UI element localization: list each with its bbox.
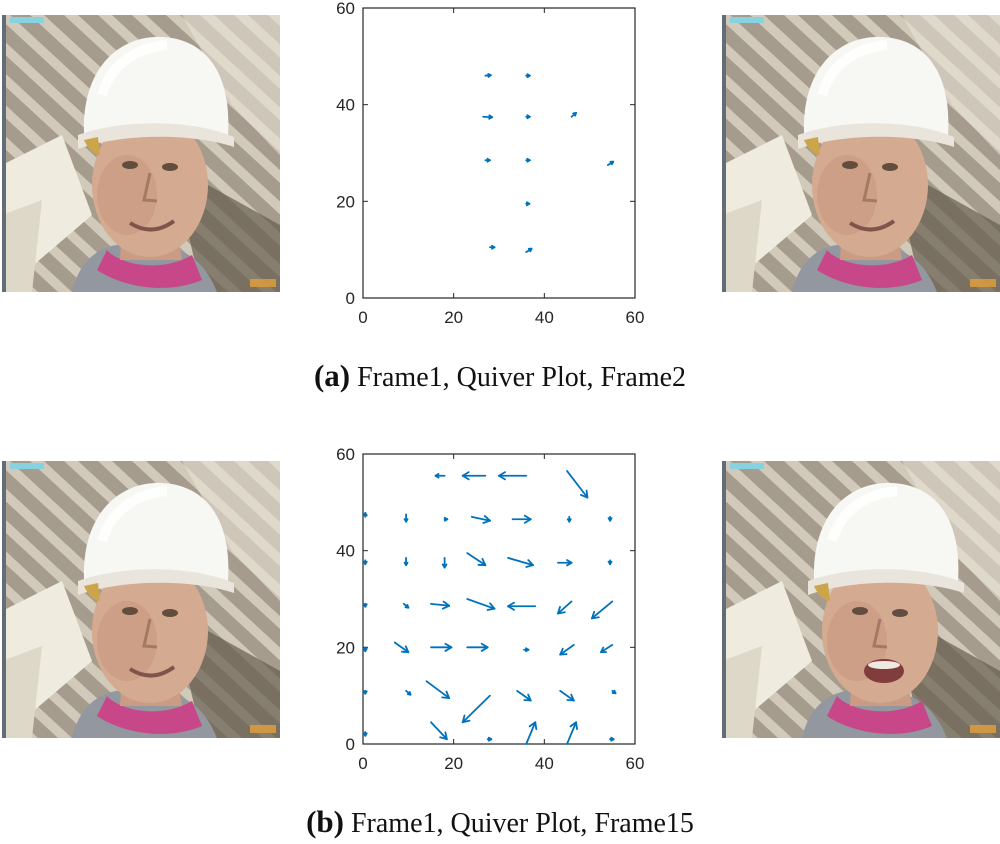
quiver-arrow	[606, 160, 615, 166]
quiver-arrow	[607, 515, 613, 522]
quiver-arrow	[525, 201, 531, 207]
y-tick-label: 0	[346, 289, 355, 308]
quiver-arrow	[525, 157, 531, 163]
quiver-arrow	[466, 642, 489, 652]
quiver-arrow	[425, 680, 451, 699]
x-tick-label: 0	[358, 308, 367, 327]
quiver-arrow	[470, 515, 491, 524]
caption-b: (b) Frame1, Quiver Plot, Frame15	[0, 804, 1000, 840]
y-tick-label: 20	[336, 638, 355, 657]
quiver-arrow	[511, 514, 532, 524]
quiver-arrow	[566, 721, 578, 745]
quiver-arrow	[362, 559, 368, 566]
quiver-arrow	[498, 471, 528, 481]
x-tick-label: 40	[535, 308, 554, 327]
quiver-arrow	[362, 731, 368, 737]
quiver-arrow	[607, 559, 613, 566]
quiver-arrow	[482, 114, 494, 120]
quiver-arrow	[557, 600, 573, 615]
frame15-image-b	[722, 461, 1000, 738]
x-tick-label: 20	[444, 754, 463, 773]
quiver-arrow	[430, 600, 451, 610]
quiver-arrow	[523, 647, 530, 653]
y-tick-label: 60	[336, 0, 355, 18]
quiver-plot-b: 0 20 40 60 0 20 40 60	[336, 446, 645, 773]
y-tick-label: 40	[336, 96, 355, 115]
quiver-arrow	[362, 602, 368, 608]
frame1-image-a	[2, 15, 280, 292]
quiver-arrow	[362, 512, 368, 518]
quiver-arrow	[430, 721, 448, 741]
quiver-arrow	[393, 641, 410, 654]
quiver-arrow	[403, 513, 409, 523]
quiver-arrow	[609, 736, 615, 742]
y-tick-label: 60	[336, 446, 355, 464]
quiver-arrow	[486, 736, 493, 742]
quiver-plot-a: 0 20 40 60 0 20 40 60	[336, 0, 645, 327]
quiver-arrow	[362, 689, 368, 695]
quiver-arrow	[557, 559, 573, 567]
quiver-arrow	[566, 470, 589, 499]
y-tick-label: 20	[336, 192, 355, 211]
quiver-arrow	[461, 694, 491, 724]
quiver-arrow	[507, 601, 537, 611]
quiver-arrow	[430, 642, 453, 652]
quiver-arrow	[441, 557, 448, 569]
caption-a-text: Frame1, Quiver Plot, Frame2	[357, 362, 687, 393]
quiver-arrow	[559, 689, 575, 702]
x-tick-label: 0	[358, 754, 367, 773]
quiver-arrow	[525, 721, 538, 745]
quiver-arrow	[570, 111, 577, 118]
quiver-arrow	[566, 515, 572, 523]
quiver-arrow	[611, 689, 617, 695]
plot-axes-box	[362, 7, 636, 299]
caption-a: (a) Frame1, Quiver Plot, Frame2	[0, 358, 1000, 394]
x-tick-label: 60	[626, 308, 645, 327]
quiver-arrow	[516, 689, 532, 702]
quiver-arrow	[466, 552, 487, 567]
frame1-image-b	[2, 461, 280, 738]
quiver-arrow	[403, 557, 409, 567]
quiver-arrow	[434, 473, 446, 479]
quiver-arrow	[443, 516, 449, 522]
quiver-arrow	[466, 598, 496, 611]
x-tick-label: 20	[444, 308, 463, 327]
caption-b-label: (b)	[306, 804, 344, 839]
quiver-arrow	[362, 646, 368, 653]
quiver-arrow	[591, 600, 614, 620]
quiver-arrow	[525, 247, 533, 253]
quiver-arrow	[484, 157, 491, 163]
x-tick-label: 60	[626, 754, 645, 773]
y-tick-label: 40	[336, 542, 355, 561]
quiver-arrow	[484, 73, 492, 78]
plot-axes-box	[362, 453, 636, 745]
quiver-arrow	[525, 114, 531, 120]
caption-a-label: (a)	[313, 358, 351, 393]
quiver-arrow	[559, 644, 575, 656]
quiver-arrow	[461, 471, 487, 481]
x-tick-label: 40	[535, 754, 554, 773]
quiver-arrow	[525, 73, 531, 79]
quiver-arrow	[507, 557, 534, 568]
y-tick-label: 0	[346, 735, 355, 754]
caption-b-text: Frame1, Quiver Plot, Frame15	[350, 808, 694, 839]
quiver-arrow	[600, 644, 614, 654]
quiver-arrow	[489, 244, 496, 250]
frame2-image-a	[722, 15, 1000, 292]
quiver-arrow	[405, 689, 412, 696]
quiver-arrow	[402, 602, 410, 609]
